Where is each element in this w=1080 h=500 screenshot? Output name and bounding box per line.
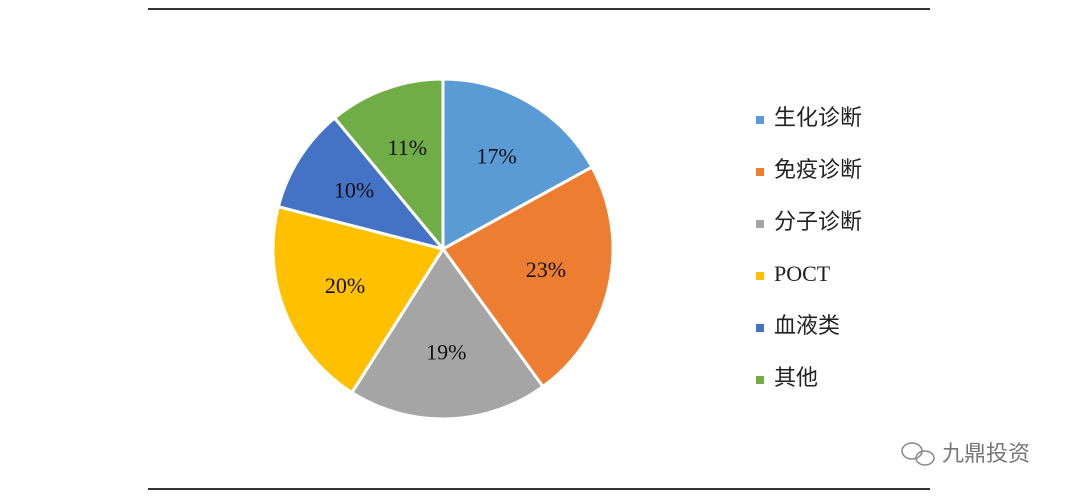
- data-label: 23%: [526, 257, 566, 282]
- pie-slice: [441, 77, 595, 252]
- legend-swatch: [756, 272, 764, 280]
- legend-label: 生化诊断: [774, 105, 862, 130]
- pie-slice: [440, 165, 615, 389]
- data-label: 19%: [426, 339, 466, 364]
- legend-swatch: [756, 324, 764, 332]
- pie-slice: [349, 246, 546, 421]
- legend-swatch: [756, 168, 764, 176]
- watermark-icon: [901, 442, 935, 466]
- watermark: 九鼎投资: [942, 442, 1030, 467]
- legend-label: 免疫诊断: [774, 157, 862, 182]
- legend-label: 血液类: [774, 313, 840, 338]
- pie-slice: [332, 77, 445, 254]
- data-label: 11%: [388, 135, 428, 160]
- legend-swatch: [756, 220, 764, 228]
- legend-label: 分子诊断: [774, 209, 862, 234]
- data-label: 20%: [325, 273, 365, 298]
- pie-slice: [271, 204, 446, 395]
- legend-label: 其他: [774, 365, 818, 390]
- legend-label: POCT: [774, 261, 831, 286]
- pie-slice: [276, 115, 448, 252]
- data-label: 17%: [476, 143, 516, 168]
- legend-swatch: [756, 376, 764, 384]
- data-label: 10%: [334, 178, 374, 203]
- legend-swatch: [756, 116, 764, 124]
